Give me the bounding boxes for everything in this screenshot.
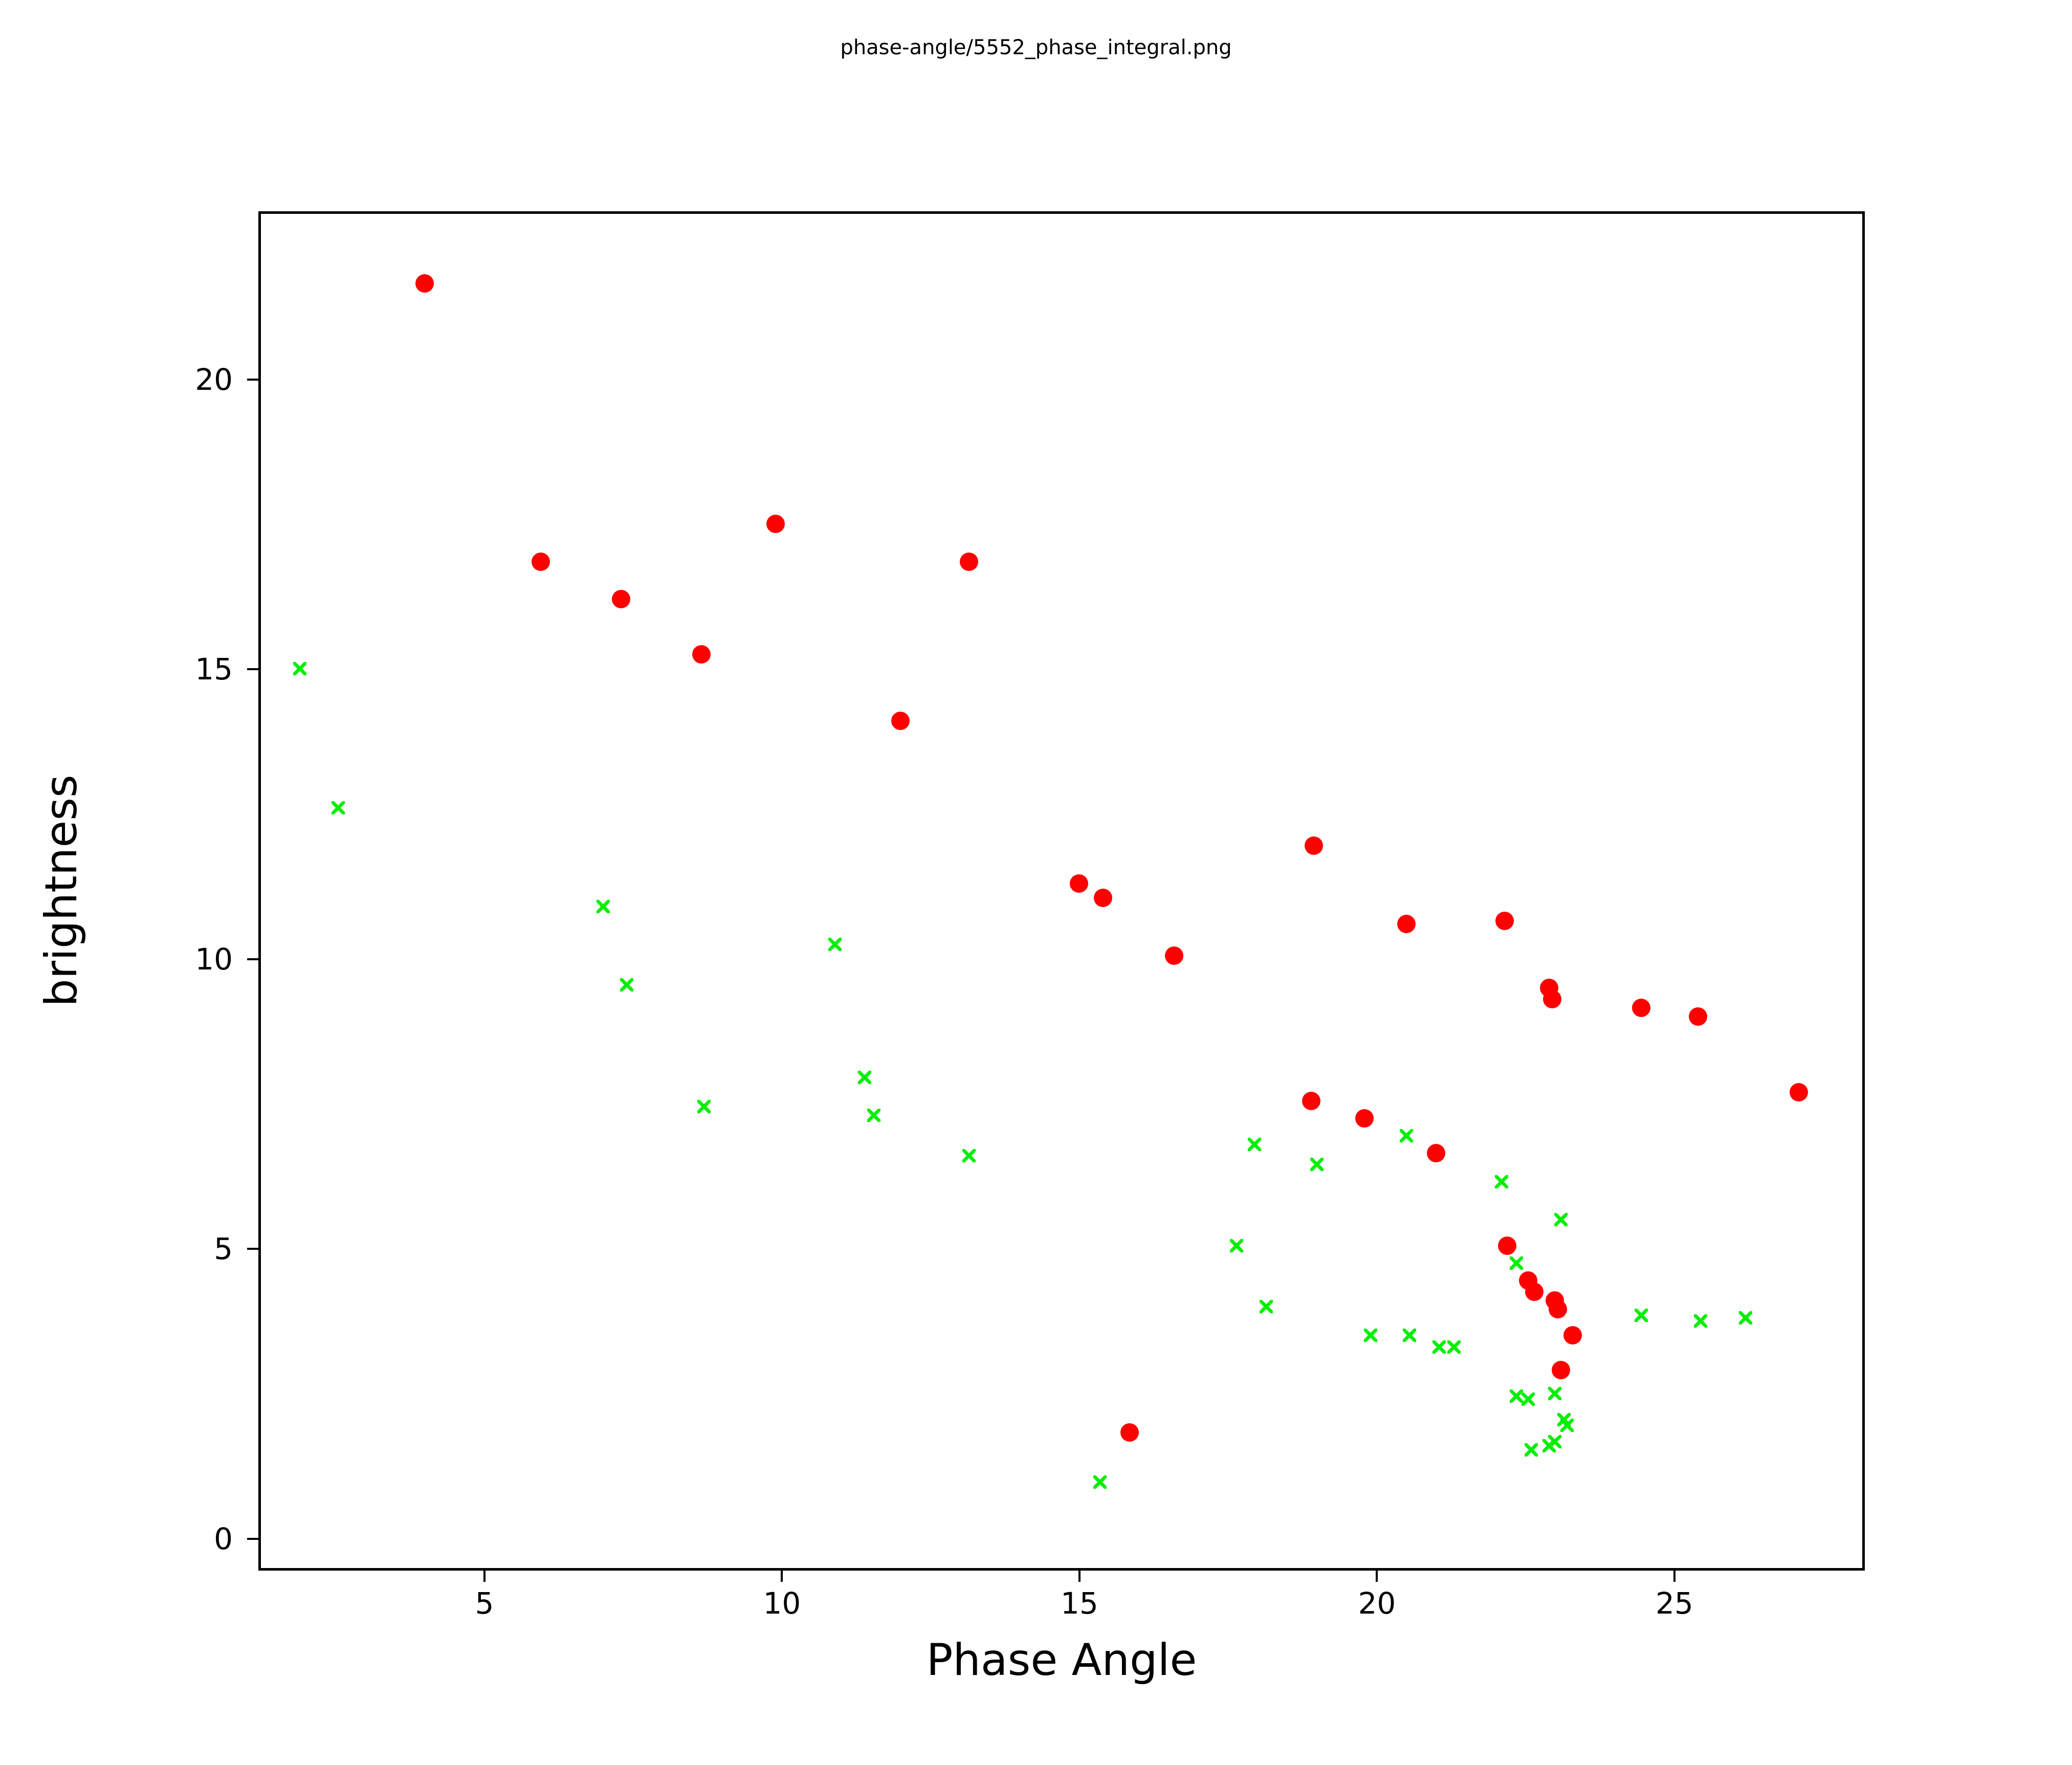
data-point-red bbox=[1563, 1326, 1582, 1345]
data-point-green bbox=[1554, 1212, 1568, 1226]
data-point-red bbox=[1552, 1361, 1571, 1380]
y-tick-label: 5 bbox=[214, 1231, 233, 1267]
x-tick-label: 5 bbox=[475, 1586, 494, 1621]
figure-title: phase-angle/5552_phase_integral.png bbox=[840, 36, 1232, 59]
data-point-green bbox=[1230, 1239, 1244, 1252]
plot-frame bbox=[258, 211, 1865, 1571]
data-point-green bbox=[1363, 1329, 1377, 1342]
data-point-red bbox=[611, 590, 630, 609]
data-point-red bbox=[1498, 1236, 1517, 1255]
data-point-green bbox=[1310, 1158, 1324, 1172]
data-point-red bbox=[1070, 874, 1089, 893]
x-tick-mark bbox=[483, 1571, 486, 1582]
data-point-green bbox=[962, 1149, 976, 1163]
data-point-green bbox=[1548, 1386, 1562, 1400]
y-tick-mark bbox=[247, 1248, 258, 1250]
data-point-green bbox=[828, 937, 842, 951]
data-point-red bbox=[1542, 990, 1561, 1009]
data-point-red bbox=[1790, 1083, 1809, 1101]
data-point-red bbox=[415, 274, 434, 293]
data-point-green bbox=[1522, 1393, 1535, 1406]
y-axis-label: brightness bbox=[36, 775, 87, 1007]
y-tick-label: 20 bbox=[195, 362, 233, 397]
data-point-red bbox=[891, 712, 910, 731]
y-tick-mark bbox=[247, 1537, 258, 1540]
data-point-red bbox=[1397, 914, 1416, 933]
x-axis-label: Phase Angle bbox=[926, 1635, 1197, 1686]
y-tick-label: 15 bbox=[195, 652, 233, 687]
data-point-green bbox=[293, 662, 306, 676]
data-point-green bbox=[1248, 1137, 1262, 1151]
x-tick-mark bbox=[1078, 1571, 1081, 1582]
x-tick-label: 20 bbox=[1358, 1586, 1396, 1621]
data-point-green bbox=[1260, 1299, 1273, 1313]
data-point-red bbox=[1688, 1007, 1707, 1026]
data-point-green bbox=[858, 1071, 872, 1085]
data-point-green bbox=[620, 978, 634, 991]
data-point-green bbox=[1432, 1340, 1446, 1354]
data-point-red bbox=[1165, 946, 1184, 965]
y-tick-label: 10 bbox=[195, 941, 233, 977]
data-point-red bbox=[1302, 1091, 1320, 1110]
x-tick-label: 15 bbox=[1060, 1586, 1098, 1621]
data-point-red bbox=[1632, 999, 1651, 1018]
data-point-green bbox=[1509, 1389, 1523, 1403]
data-point-green bbox=[1399, 1129, 1413, 1142]
x-tick-mark bbox=[1673, 1571, 1676, 1582]
y-tick-mark bbox=[247, 378, 258, 381]
data-point-green bbox=[1494, 1175, 1508, 1189]
data-point-green bbox=[1560, 1419, 1574, 1432]
data-point-red bbox=[766, 515, 785, 534]
data-point-red bbox=[1549, 1300, 1568, 1319]
y-tick-mark bbox=[247, 958, 258, 960]
data-point-green bbox=[1447, 1340, 1461, 1354]
data-point-red bbox=[1495, 912, 1514, 931]
data-point-green bbox=[332, 801, 345, 815]
x-tick-label: 10 bbox=[763, 1586, 801, 1621]
data-point-green bbox=[1635, 1308, 1648, 1322]
y-tick-mark bbox=[247, 668, 258, 671]
data-point-green bbox=[1548, 1435, 1562, 1448]
y-tick-label: 0 bbox=[214, 1521, 233, 1556]
data-point-red bbox=[1093, 888, 1112, 907]
data-point-green bbox=[1093, 1475, 1107, 1489]
scatter-data-layer bbox=[261, 214, 1862, 1568]
data-point-green bbox=[1694, 1314, 1708, 1328]
data-point-green bbox=[1524, 1443, 1538, 1457]
data-point-red bbox=[1305, 836, 1324, 855]
x-tick-mark bbox=[1376, 1571, 1378, 1582]
x-tick-label: 25 bbox=[1655, 1586, 1693, 1621]
data-point-green bbox=[1738, 1311, 1752, 1325]
data-point-red bbox=[1120, 1423, 1139, 1442]
data-point-red bbox=[1426, 1143, 1445, 1162]
data-point-green bbox=[1509, 1256, 1523, 1270]
data-point-red bbox=[692, 645, 711, 664]
x-tick-mark bbox=[781, 1571, 783, 1582]
data-point-green bbox=[697, 1099, 711, 1113]
data-point-red bbox=[959, 552, 978, 571]
data-point-green bbox=[596, 899, 610, 913]
data-point-red bbox=[1355, 1109, 1374, 1128]
data-point-green bbox=[867, 1108, 880, 1122]
data-point-red bbox=[531, 552, 550, 571]
data-point-green bbox=[1402, 1329, 1416, 1342]
data-point-red bbox=[1525, 1283, 1544, 1301]
